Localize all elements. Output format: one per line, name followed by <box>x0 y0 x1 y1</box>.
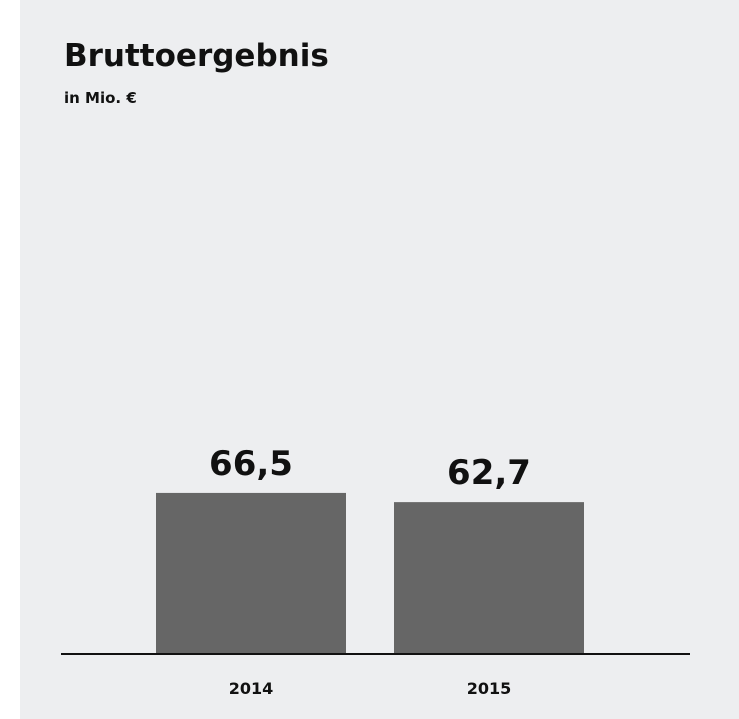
value-label-2015: 62,7 <box>447 453 531 493</box>
chart-title: Bruttoergebnis <box>64 38 329 74</box>
x-tick-label-2014: 2014 <box>229 679 274 698</box>
bar-2014 <box>156 492 346 654</box>
chart-panel: Bruttoergebnis in Mio. € 66,5 2014 62,7 201… <box>20 0 739 719</box>
bar-chart: 66,5 2014 62,7 2015 <box>61 444 690 698</box>
x-tick-label-2015: 2015 <box>467 679 512 698</box>
chart-subtitle: in Mio. € <box>64 89 137 107</box>
bar-2015 <box>394 502 584 654</box>
value-label-2014: 66,5 <box>209 444 293 484</box>
